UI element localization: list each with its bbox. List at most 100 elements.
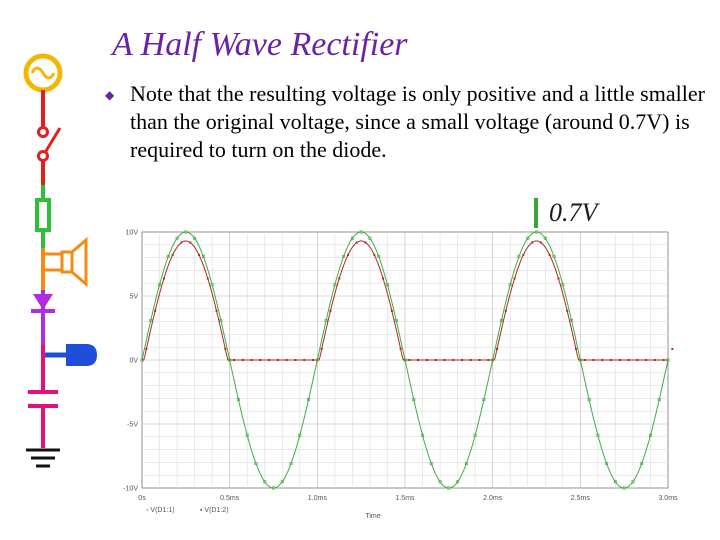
input-point: [219, 318, 223, 322]
capacitor-icon: [28, 390, 58, 448]
output-point: [425, 359, 428, 361]
output-point: [276, 359, 279, 361]
output-point: [636, 359, 639, 361]
series-line-output: [142, 240, 668, 361]
output-point: [574, 347, 577, 350]
input-point: [236, 398, 240, 402]
output-point: [145, 347, 148, 350]
x-tick-label: 1.5ms: [395, 495, 415, 502]
output-point: [583, 359, 586, 361]
input-point: [421, 433, 425, 437]
y-tick-label: -5V: [127, 422, 138, 429]
input-point: [447, 486, 451, 490]
input-point: [456, 480, 460, 484]
output-point: [347, 253, 350, 256]
output-point: [250, 359, 253, 361]
input-point: [552, 254, 556, 258]
input-point: [464, 462, 468, 466]
input-point: [359, 230, 363, 234]
output-point: [294, 359, 297, 361]
output-point: [557, 277, 560, 280]
input-point: [412, 398, 416, 402]
input-point: [534, 230, 538, 234]
output-point: [241, 359, 244, 361]
input-point: [333, 283, 337, 287]
input-point: [491, 358, 495, 362]
input-point: [201, 254, 205, 258]
input-point: [596, 433, 600, 437]
input-point: [499, 318, 503, 322]
input-point: [280, 480, 284, 484]
output-point: [373, 253, 376, 256]
output-point: [206, 277, 209, 280]
input-point: [272, 486, 276, 490]
input-point: [166, 254, 170, 258]
input-point: [228, 358, 232, 362]
x-tick-label: 0s: [138, 495, 146, 502]
output-point: [224, 347, 227, 350]
output-point: [601, 359, 604, 361]
output-point: [162, 277, 165, 280]
plot-legend: ▫ V(D1:1) ▪ V(D1:2): [146, 507, 229, 514]
output-point: [478, 359, 481, 361]
input-point: [254, 462, 258, 466]
ground-icon: [26, 448, 60, 468]
legend-entry-output: ▪ V(D1:2): [200, 507, 229, 514]
plot-ticks: 0s 0.5ms 1.0ms 1.5ms 2.0ms 2.5ms 3.0ms 10V 5V 0V -…: [123, 230, 678, 503]
output-point: [522, 253, 525, 256]
input-point: [587, 398, 591, 402]
input-point: [666, 358, 670, 362]
ac-source-icon: [23, 53, 63, 93]
output-point: [180, 241, 183, 244]
output-point: [496, 347, 499, 350]
output-point: [487, 359, 490, 361]
input-point: [377, 254, 381, 258]
input-point: [517, 254, 521, 258]
input-point: [175, 236, 179, 240]
x-tick-label: 3.0ms: [658, 495, 678, 502]
input-point: [149, 318, 153, 322]
output-point: [285, 359, 288, 361]
input-point: [184, 230, 188, 234]
y-tick-label: 10V: [126, 230, 139, 237]
output-point: [469, 359, 472, 361]
input-point: [140, 358, 144, 362]
output-point: [504, 309, 507, 312]
input-point: [508, 283, 512, 287]
input-point: [307, 398, 311, 402]
output-point: [364, 241, 367, 244]
input-point: [350, 236, 354, 240]
input-point: [570, 318, 574, 322]
output-point: [627, 359, 630, 361]
switch-icon: [37, 126, 62, 162]
output-point: [329, 309, 332, 312]
output-point: [610, 359, 613, 361]
output-point: [618, 359, 621, 361]
input-point: [210, 283, 214, 287]
input-point: [648, 433, 652, 437]
bullet-text: Note that the resulting voltage is only …: [130, 81, 705, 162]
output-point: [233, 359, 236, 361]
output-point: [382, 277, 385, 280]
output-point: [548, 253, 551, 256]
output-point: [460, 359, 463, 361]
output-point: [662, 359, 665, 361]
input-point: [245, 433, 249, 437]
plug-icon: [43, 344, 97, 366]
output-point: [513, 277, 516, 280]
diode-drop-label: 0.7V: [549, 198, 598, 227]
output-point: [215, 309, 218, 312]
output-point: [645, 359, 648, 361]
output-point: [311, 359, 314, 361]
output-point: [408, 359, 411, 361]
fuse-icon: [35, 185, 51, 248]
input-point: [342, 254, 346, 258]
output-point: [434, 359, 437, 361]
diode-icon: [31, 290, 55, 345]
x-tick-label: 2.5ms: [571, 495, 591, 502]
input-point: [640, 462, 644, 466]
input-point: [263, 480, 267, 484]
output-point: [355, 241, 358, 244]
x-tick-label: 0.5ms: [220, 495, 240, 502]
legend-entry-input: ▫ V(D1:1): [146, 507, 175, 514]
